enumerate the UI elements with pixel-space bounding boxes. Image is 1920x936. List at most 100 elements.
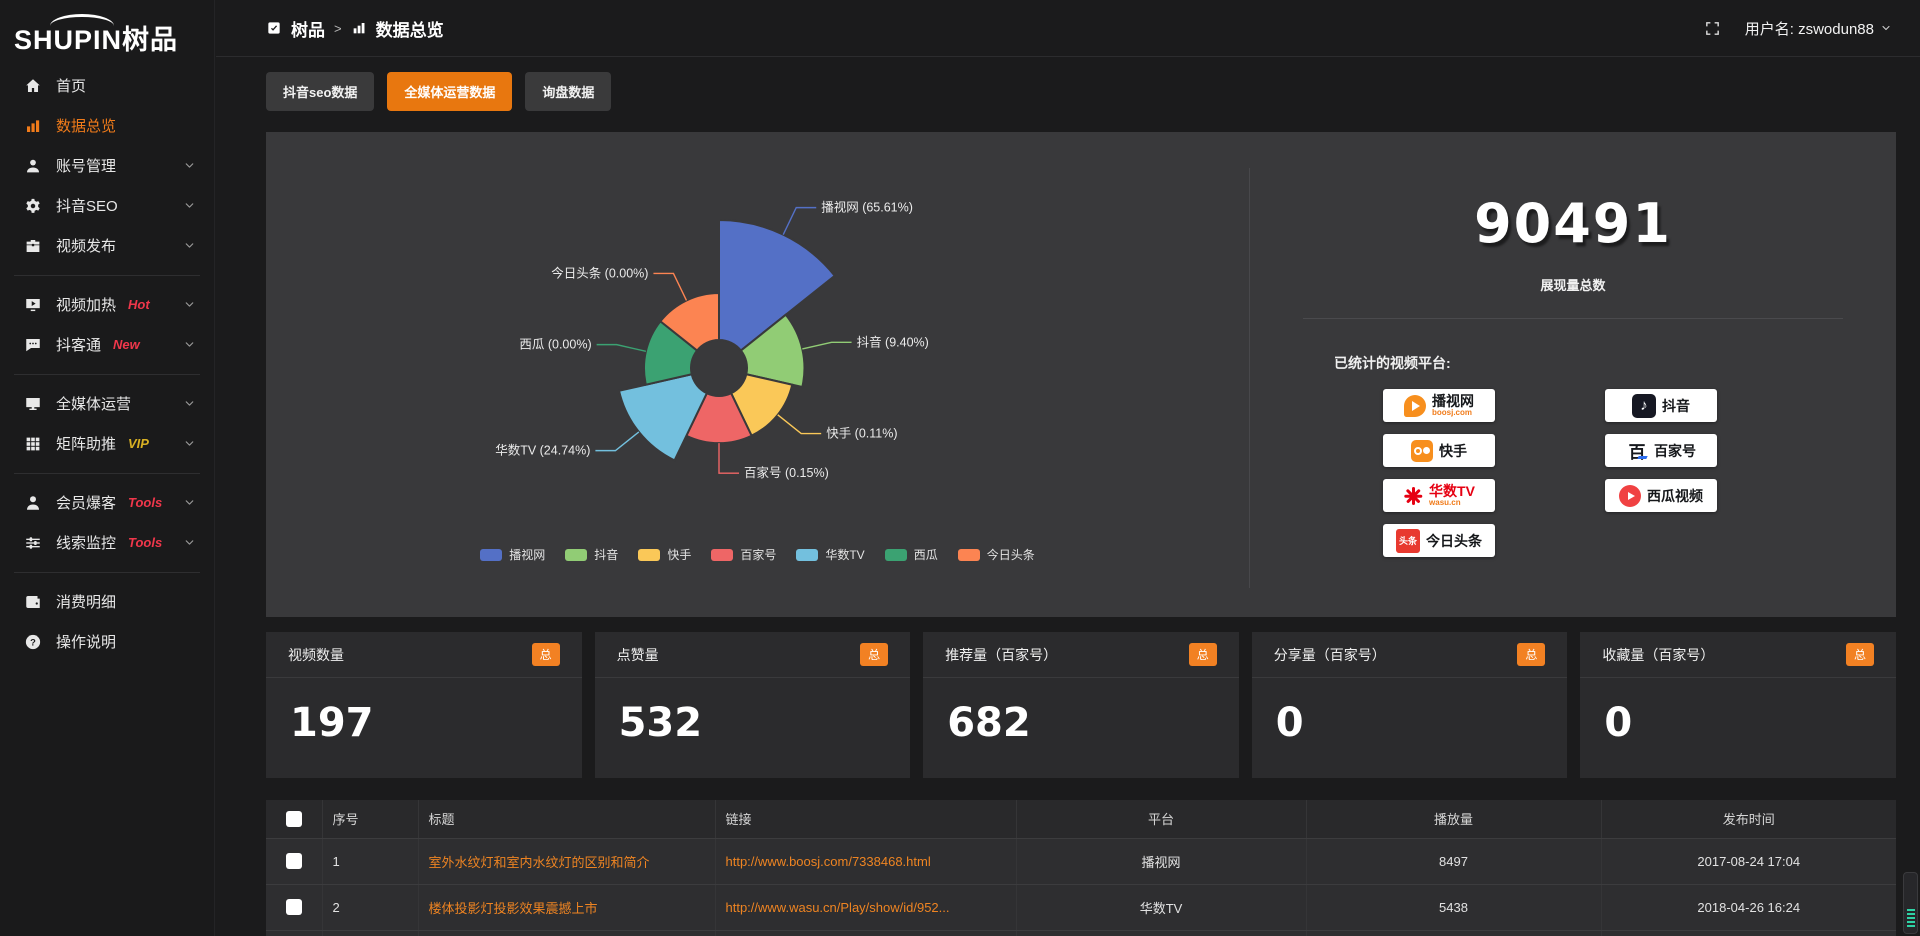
home-icon (24, 77, 42, 95)
row-checkbox[interactable] (285, 899, 302, 916)
sidebar-item-矩阵助推[interactable]: 矩阵助推 VIP (0, 424, 214, 464)
tab-抖音seo数据[interactable]: 抖音seo数据 (266, 72, 375, 111)
sidebar: SHUPIN树品 首页 数据总览账号管理抖音SEO 视频发布视频加热 Hot 抖客通 Ne… (0, 0, 215, 936)
cell-platform: 华数TV (1016, 884, 1307, 931)
platform-badge-华数TV[interactable]: 华数TV wasu.cn (1383, 479, 1495, 512)
stat-card-total-badge[interactable]: 总 (860, 643, 889, 666)
chat-icon (24, 336, 42, 354)
sidebar-item-视频发布[interactable]: 视频发布 (0, 226, 214, 266)
total-impressions-value: 90491 (1474, 192, 1672, 255)
sidebar-item-label: 账号管理 (56, 158, 117, 176)
platform-badge-快手[interactable]: 快手 (1383, 434, 1495, 467)
cell-plays: 8497 (1306, 838, 1602, 885)
platform-badge-西瓜视频[interactable]: 西瓜视频 (1605, 479, 1717, 512)
column-header-播放量: 播放量 (1306, 800, 1602, 839)
platform-badge-播视网[interactable]: 播视网 boosj.com (1383, 389, 1495, 422)
sidebar-item-全媒体运营[interactable]: 全媒体运营 (0, 384, 214, 424)
legend-label: 西瓜 (913, 548, 938, 562)
sidebar-item-账号管理[interactable]: 账号管理 (0, 146, 214, 186)
stat-card-total-badge[interactable]: 总 (1517, 643, 1546, 666)
user-menu[interactable]: 用户名: zswodun88 (1745, 18, 1892, 39)
pie-slice-华数TV (617, 373, 709, 462)
sidebar-item-会员爆客[interactable]: 会员爆客 Tools (0, 483, 214, 523)
sidebar-item-label: 抖客通 (56, 337, 102, 355)
stat-card-total-badge[interactable]: 总 (531, 643, 560, 666)
row-select-cell (266, 838, 323, 885)
stat-card-推荐量（百家号）: 推荐量（百家号） 总 682 (923, 632, 1239, 778)
chevron-down-icon (183, 239, 196, 252)
legend-chip (565, 548, 588, 561)
sidebar-item-label: 线索监控 (56, 535, 117, 553)
cell-link[interactable]: http://www.wasu.cn/Play/show/id/952... (715, 884, 1017, 931)
select-all-header (266, 800, 323, 839)
cell-title[interactable]: 楼体投影灯投影效果震撼上市 (418, 884, 716, 931)
legend-item-西瓜[interactable]: 西瓜 (884, 546, 938, 563)
sidebar-item-label: 操作说明 (56, 634, 117, 652)
cell-plays: 5438 (1306, 884, 1602, 931)
legend-item-今日头条[interactable]: 今日头条 (957, 546, 1035, 563)
chevron-down-icon (183, 298, 196, 311)
breadcrumb-app[interactable]: 树品 (291, 20, 325, 40)
sidebar-item-操作说明[interactable]: ? 操作说明 (0, 622, 214, 662)
legend-item-抖音[interactable]: 抖音 (565, 546, 618, 563)
summary-divider (1303, 318, 1843, 319)
cell-title[interactable]: 室外水纹灯和室内水纹灯的区别和简介 (418, 838, 716, 885)
stat-card-total-badge[interactable]: 总 (1188, 643, 1217, 666)
sidebar-item-消费明细[interactable]: 消费明细 (0, 582, 214, 622)
platforms-grid: 播视网 boosj.com 快手华数TV wasu.cn 头条 今日头条 ♪ 抖音百百家号西… (1250, 389, 1896, 589)
platform-badge-抖音[interactable]: ♪ 抖音 (1605, 389, 1717, 422)
legend-item-快手[interactable]: 快手 (638, 546, 691, 563)
cell-empty (1306, 930, 1602, 936)
pie-label: 抖音 (9.40%) (857, 334, 929, 349)
stat-card-title: 点赞量 (616, 646, 659, 663)
tab-询盘数据[interactable]: 询盘数据 (525, 72, 612, 111)
sidebar-item-数据总览[interactable]: 数据总览 (0, 106, 214, 146)
stat-card-total-badge[interactable]: 总 (1845, 643, 1874, 666)
cell-link[interactable]: http://www.boosj.com/7338468.html (715, 838, 1017, 885)
sidebar-item-抖音SEO[interactable]: 抖音SEO (0, 186, 214, 226)
breadcrumb-page[interactable]: 数据总览 (375, 20, 444, 40)
pie-slice-百家号 (685, 391, 753, 445)
pie-label: 今日头条 (0.00%) (551, 265, 648, 280)
sidebar-item-抖客通[interactable]: 抖客通 New (0, 325, 214, 365)
fullscreen-icon[interactable] (1704, 20, 1721, 37)
total-impressions-label: 展现量总数 (1540, 278, 1606, 293)
tab-全媒体运营数据[interactable]: 全媒体运营数据 (387, 72, 513, 111)
topbar: 树品 > 数据总览 用户名: zswodun88 (216, 0, 1920, 57)
xigua-logo (1619, 484, 1641, 507)
legend-item-播视网[interactable]: 播视网 (480, 546, 545, 563)
svg-text:?: ? (30, 637, 36, 647)
floating-widget[interactable] (1903, 872, 1918, 934)
platform-name: 快手 (1439, 442, 1467, 459)
pie-slice-快手 (729, 373, 794, 438)
pie-label: 华数TV (24.74%) (495, 443, 590, 458)
sidebar-item-label: 消费明细 (56, 594, 117, 612)
legend-label: 今日头条 (986, 548, 1035, 562)
column-header-序号: 序号 (322, 800, 419, 839)
wallet-icon (24, 593, 42, 611)
legend-label: 快手 (667, 548, 692, 562)
chart-bars-icon (351, 20, 367, 36)
legend-item-华数TV[interactable]: 华数TV (796, 546, 865, 563)
table-row-partial (266, 930, 1896, 936)
stat-card-title: 分享量（百家号） (1273, 646, 1386, 663)
sidebar-item-线索监控[interactable]: 线索监控 Tools (0, 523, 214, 563)
platform-badge-百家号[interactable]: 百百家号 (1605, 434, 1717, 467)
gear-icon (24, 197, 42, 215)
stat-card-点赞量: 点赞量 总 532 (594, 632, 911, 778)
row-checkbox[interactable] (285, 853, 302, 870)
pie-label-line (802, 341, 852, 350)
column-header-标题: 标题 (418, 800, 716, 839)
stat-card-header: 点赞量 总 (594, 632, 911, 678)
sidebar-item-首页[interactable]: 首页 (0, 66, 214, 106)
column-header-平台: 平台 (1016, 800, 1307, 839)
sidebar-item-视频加热[interactable]: 视频加热 Hot (0, 285, 214, 325)
select-all-checkbox[interactable] (285, 811, 302, 828)
platform-badge-今日头条[interactable]: 头条 今日头条 (1383, 524, 1495, 557)
legend-item-百家号[interactable]: 百家号 (711, 546, 776, 563)
panel-divider (1249, 168, 1250, 588)
legend-label: 抖音 (594, 548, 619, 562)
app-logo: SHUPIN树品 (0, 0, 214, 66)
user-icon (24, 157, 42, 175)
summary-panel: 90491 展现量总数 已统计的视频平台: 播视网 boosj.com 快手 华数TV… (1250, 132, 1896, 617)
